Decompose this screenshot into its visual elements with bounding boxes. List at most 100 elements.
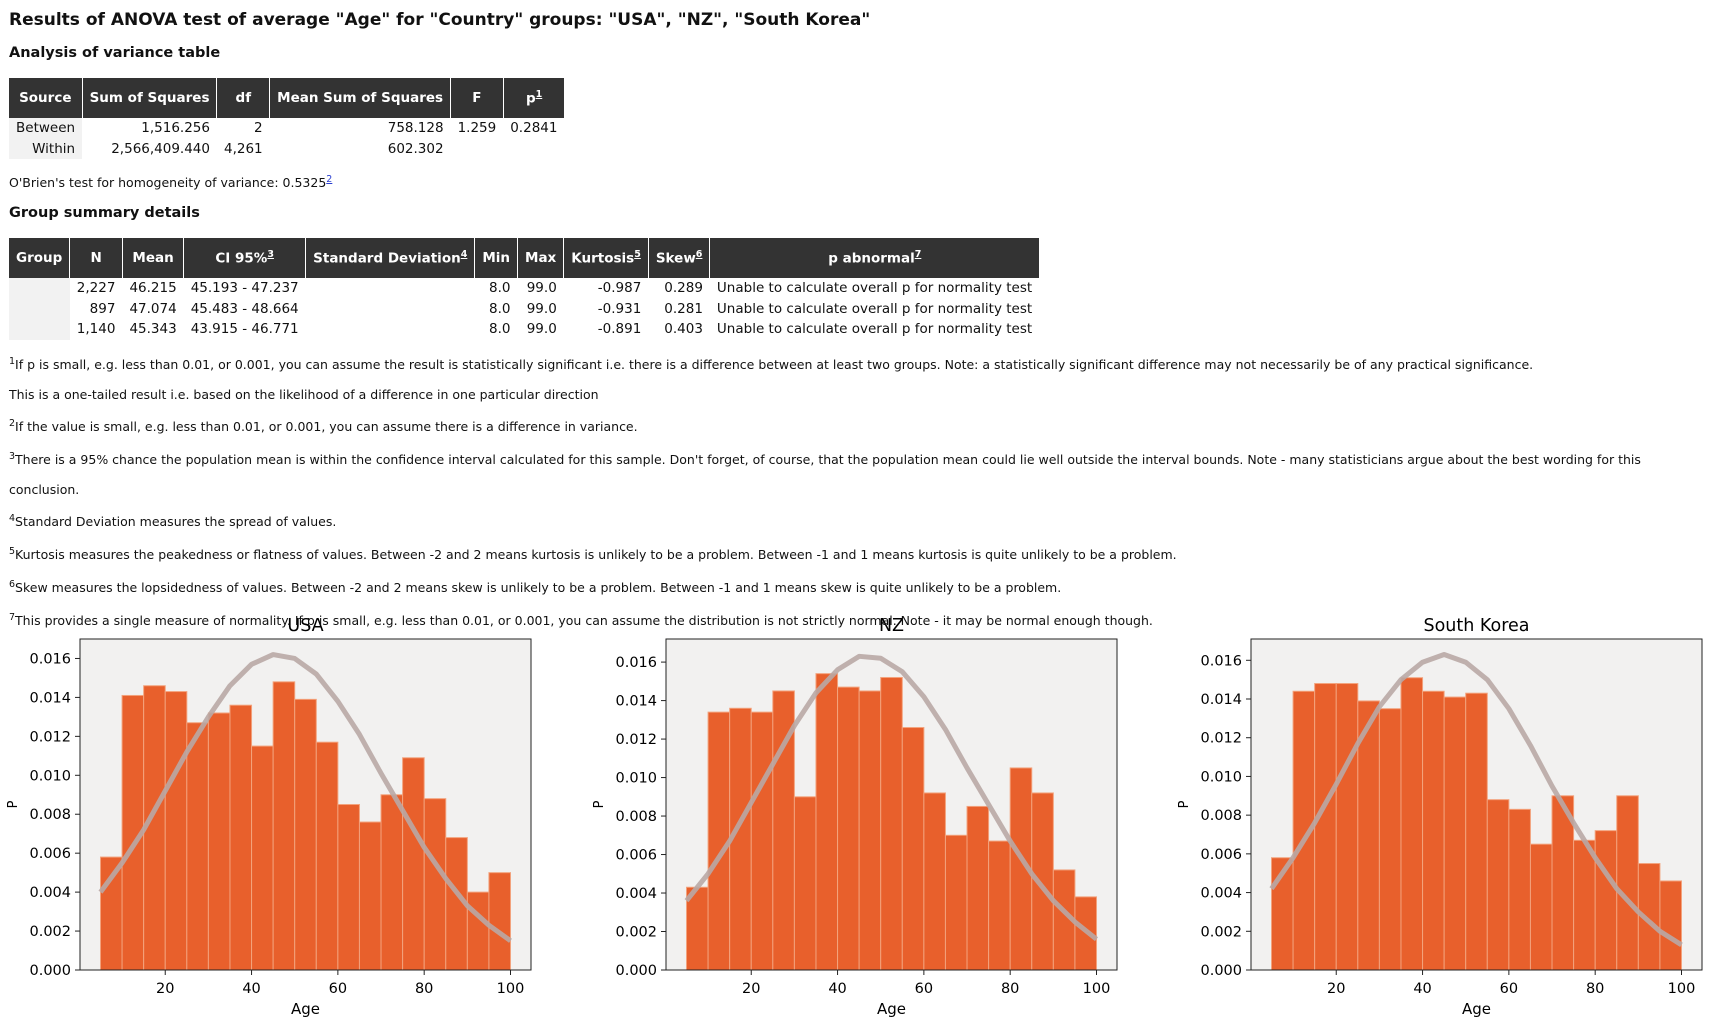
- table-cell: 1,140: [76, 321, 116, 338]
- table-cell: Unable to calculate overall p for normal…: [716, 321, 1033, 338]
- table-cell: Unable to calculate overall p for normal…: [716, 280, 1033, 297]
- bar: [1378, 708, 1402, 971]
- table-row: 897 47.074 45.483 - 48.664 8.0 99.0 -0.931 0.2…: [9, 298, 1039, 320]
- table-cell: 0.281: [664, 300, 703, 317]
- x-tick-label: 40: [1413, 981, 1431, 997]
- bar: [488, 872, 511, 971]
- y-tick-label: 0.004: [1200, 886, 1242, 902]
- density-curve: [1269, 651, 1683, 947]
- footnote-mark: 6: [9, 578, 16, 590]
- bar: [272, 681, 296, 971]
- footnote-text: If p is small, e.g. less than 0.01, or 0…: [15, 357, 1534, 373]
- footnote-link[interactable]: 2: [326, 174, 333, 185]
- footnotes: 1If p is small, e.g. less than 0.01, or …: [9, 347, 1709, 635]
- footnote-mark: 4: [9, 513, 16, 525]
- column-header: p1: [502, 78, 565, 118]
- bar: [901, 727, 925, 971]
- table-cell: 45.343: [129, 321, 177, 338]
- chart-title: South Korea: [1423, 616, 1529, 636]
- bar: [793, 796, 817, 971]
- table-row: Within 2,566,409.440 4,261 602.302: [9, 138, 564, 160]
- table-cell: [451, 139, 504, 160]
- column-header: Skew6: [647, 238, 710, 278]
- y-tick-label: 0.016: [29, 651, 71, 667]
- footnote: 6Skew measures the lopsidedness of value…: [9, 570, 1709, 603]
- y-axis-label: P: [6, 800, 21, 808]
- column-label: Skew: [655, 250, 696, 267]
- x-tick-label: 80: [1001, 981, 1019, 997]
- column-label: Standard Deviation: [313, 250, 461, 267]
- column-label: Kurtosis: [571, 250, 635, 267]
- bar: [423, 798, 447, 971]
- table-cell: 758.128: [387, 120, 444, 137]
- bar: [1486, 799, 1510, 971]
- bar: [251, 745, 274, 971]
- column-label: N: [90, 250, 102, 266]
- bar: [207, 712, 231, 971]
- y-tick-label: 0.002: [29, 924, 71, 940]
- footnote-link: 5: [634, 249, 641, 261]
- column-label: Source: [19, 90, 72, 106]
- column-label: CI 95%: [215, 250, 268, 267]
- footnote: 7This provides a single measure of norma…: [9, 603, 1709, 636]
- footnote-text: There is a 95% chance the population mea…: [9, 452, 1641, 497]
- column-label: Max: [525, 250, 557, 266]
- table-cell: Unable to calculate overall p for normal…: [716, 300, 1033, 317]
- bar: [1400, 677, 1424, 971]
- bar: [707, 711, 731, 971]
- y-tick-label: 0.006: [1200, 847, 1242, 863]
- bar: [750, 711, 774, 971]
- bar: [466, 891, 490, 971]
- bar: [858, 690, 882, 971]
- footnote-link: 4: [460, 249, 468, 261]
- bar: [380, 794, 404, 971]
- table-cell: 45.193 - 47.237: [190, 280, 299, 297]
- bar: [1659, 880, 1682, 971]
- bar: [402, 757, 425, 971]
- y-tick-label: 0.002: [1200, 924, 1242, 940]
- y-tick-label: 0.008: [1200, 808, 1242, 824]
- table-cell: 1,516.256: [141, 120, 210, 137]
- table-cell: 0.2841: [510, 120, 558, 137]
- y-axis-label: P: [1177, 800, 1192, 808]
- table-cell: [9, 278, 70, 299]
- obrien-test: O'Brien's test for homogeneity of varian…: [9, 174, 332, 190]
- y-tick-label: 0.004: [29, 885, 71, 901]
- x-tick-label: 100: [1083, 981, 1111, 997]
- bar: [1508, 808, 1531, 971]
- bar: [358, 821, 382, 971]
- y-tick-label: 0.000: [615, 963, 657, 979]
- table-cell: 4,261: [223, 140, 263, 157]
- y-tick-label: 0.002: [615, 925, 657, 941]
- y-tick-label: 0.014: [29, 690, 71, 706]
- table-cell: [503, 139, 564, 160]
- column-header: Mean: [121, 238, 184, 278]
- column-header: Source: [9, 78, 83, 118]
- bar: [988, 840, 1011, 971]
- y-tick-label: 0.010: [29, 768, 71, 784]
- table-cell: 8.0: [489, 321, 511, 338]
- anova-heading: Analysis of variance table: [9, 45, 221, 61]
- chart-title: NZ: [879, 616, 904, 636]
- table-cell: 0.403: [664, 321, 703, 338]
- y-tick-label: 0.010: [615, 771, 657, 787]
- x-tick-label: 60: [915, 981, 933, 997]
- y-tick-label: 0.008: [615, 809, 657, 825]
- column-header: Group: [9, 238, 70, 278]
- bar: [1573, 839, 1596, 971]
- column-header: p abnormal7: [709, 238, 1040, 278]
- bar: [337, 804, 360, 971]
- footnote-mark: 1: [9, 356, 16, 367]
- header-row: Group N Mean CI 95%3 Standard Deviation4 Min M…: [9, 238, 1040, 278]
- table-cell: 602.302: [387, 140, 444, 157]
- table-cell: 47.074: [129, 300, 177, 317]
- obrien-text: O'Brien's test for homogeneity of varian…: [9, 175, 327, 191]
- bar: [880, 676, 903, 971]
- column-header: Mean Sum of Squares: [269, 78, 451, 118]
- y-tick-label: 0.012: [615, 732, 657, 748]
- bar: [1529, 843, 1553, 971]
- y-tick-label: 0.006: [29, 846, 71, 862]
- table-cell: [306, 299, 475, 320]
- x-tick-label: 80: [1586, 981, 1604, 997]
